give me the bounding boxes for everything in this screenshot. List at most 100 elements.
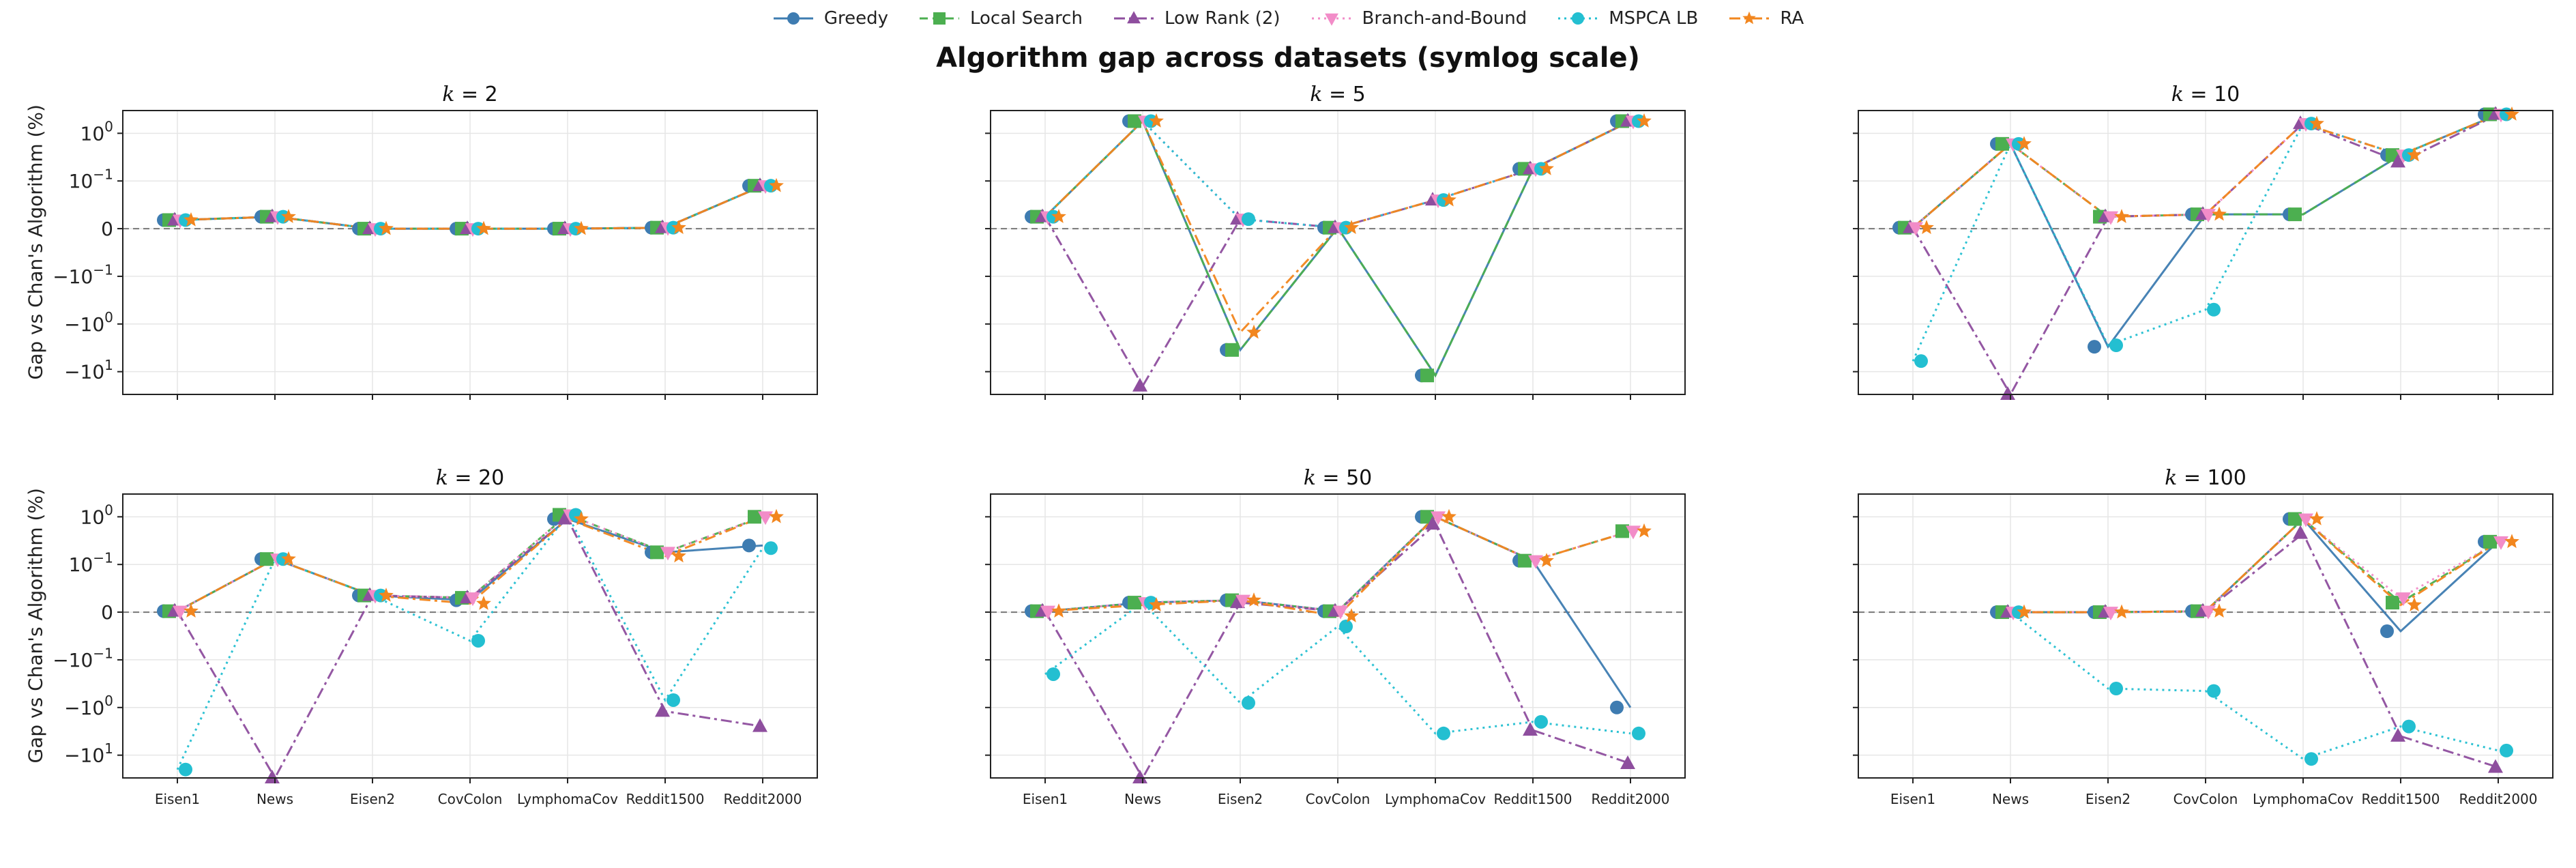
data-point: [2000, 386, 2015, 400]
subplot-title: k = 5: [1310, 83, 1365, 106]
y-tick-label: −101: [64, 357, 113, 384]
data-point: [764, 541, 778, 555]
data-point: [281, 551, 296, 566]
data-point: [1242, 696, 1255, 710]
data-point: [2017, 136, 2032, 151]
data-point: [179, 762, 192, 777]
legend-label: Greedy: [823, 8, 888, 29]
data-point: [748, 510, 761, 524]
data-point: [2500, 743, 2513, 757]
data-point: [1919, 220, 1934, 234]
data-point: [574, 220, 589, 235]
data-point: [465, 592, 480, 607]
data-point: [476, 596, 491, 610]
data-point: [2407, 147, 2422, 162]
x-tick-label: Reddit1500: [1494, 791, 1572, 807]
data-point: [2288, 512, 2302, 526]
data-point: [1149, 113, 1164, 128]
data-point: [2103, 607, 2118, 621]
data-point: [1637, 113, 1652, 128]
data-point: [2201, 605, 2216, 620]
x-tick-label: Reddit1500: [2362, 791, 2440, 807]
data-point: [1610, 700, 1624, 714]
data-point: [2114, 209, 2129, 223]
data-point: [2504, 534, 2519, 549]
subplot-title: k = 2: [442, 83, 497, 106]
x-tick-label: Eisen2: [1218, 791, 1263, 807]
y-tick-label: 10−1: [69, 167, 113, 193]
data-point: [2493, 536, 2508, 550]
data-point: [667, 693, 680, 707]
data-point: [650, 545, 664, 560]
data-point: [742, 538, 756, 553]
x-tick-label: Eisen1: [155, 791, 200, 807]
legend-label: Local Search: [970, 8, 1083, 29]
data-point: [1040, 605, 1055, 620]
subplot-title: k = 50: [1304, 466, 1373, 490]
y-tick-label: −10−1: [53, 645, 113, 671]
data-point: [476, 220, 491, 235]
legend-entry: Branch-and-Bound: [1311, 8, 1527, 29]
x-tick-label: Reddit2000: [2459, 791, 2538, 807]
data-point: [2207, 684, 2221, 698]
data-point: [1534, 714, 1548, 729]
data-point: [1425, 516, 1440, 530]
data-point: [2298, 513, 2313, 527]
series-line: [1044, 601, 1631, 735]
data-point: [2103, 211, 2118, 225]
y-tick-label: −10−1: [53, 261, 113, 288]
data-point: [769, 508, 784, 523]
data-point: [1046, 667, 1060, 681]
y-tick-label: 10−1: [69, 550, 113, 577]
legend-entry: RA: [1728, 8, 1804, 29]
data-point: [2212, 603, 2227, 618]
series-line: [2010, 611, 2499, 760]
data-point: [2386, 596, 2399, 610]
data-point: [1431, 511, 1446, 525]
data-point: [1441, 192, 1457, 207]
data-point: [2402, 719, 2416, 734]
legend-label: Branch-and-Bound: [1362, 8, 1527, 29]
page-title: Algorithm gap across datasets (symlog sc…: [936, 42, 1640, 74]
legend-entry: Greedy: [772, 8, 888, 29]
data-point: [2309, 115, 2324, 130]
data-point: [1246, 324, 1261, 339]
data-point: [2483, 534, 2497, 549]
subplot-title: k = 10: [2171, 83, 2240, 106]
y-tick-label: −100: [64, 693, 113, 719]
legend-swatch: [773, 12, 813, 25]
x-tick-label: LymphomaCov: [1385, 791, 1486, 807]
data-point: [1051, 603, 1066, 618]
data-point: [1246, 592, 1261, 607]
subplot-k2: 100 10−1 0 −10−1 −100 −101 k = 2: [53, 83, 818, 400]
x-tick-label: Eisen1: [1890, 791, 1935, 807]
legend-swatch: [1729, 11, 1770, 25]
data-point: [1437, 726, 1450, 740]
legend-swatch: [1558, 12, 1598, 25]
data-point: [1637, 523, 1652, 538]
data-point: [1995, 136, 2009, 151]
data-point: [1344, 220, 1359, 234]
data-point: [1339, 620, 1353, 634]
data-point: [557, 510, 572, 525]
data-point: [2109, 681, 2123, 695]
data-point: [1132, 770, 1147, 783]
data-point: [1225, 343, 1239, 357]
subplot-k5: k = 5: [985, 83, 1686, 400]
data-point: [1528, 555, 1543, 569]
data-point: [671, 548, 686, 563]
y-tick-label: 0: [101, 601, 113, 624]
data-point: [265, 770, 280, 783]
data-point: [1626, 525, 1641, 540]
data-point: [1441, 508, 1457, 523]
data-point: [2390, 727, 2405, 742]
x-tick-label: CovColon: [2174, 791, 2238, 807]
legend-label: Low Rank (2): [1164, 8, 1280, 29]
y-tick-label: −100: [64, 309, 113, 336]
data-point: [758, 511, 773, 525]
x-tick-label: Eisen2: [2085, 791, 2131, 807]
data-point: [1908, 222, 1923, 236]
data-point: [1914, 354, 1928, 368]
x-tick-label: Reddit1500: [626, 791, 705, 807]
